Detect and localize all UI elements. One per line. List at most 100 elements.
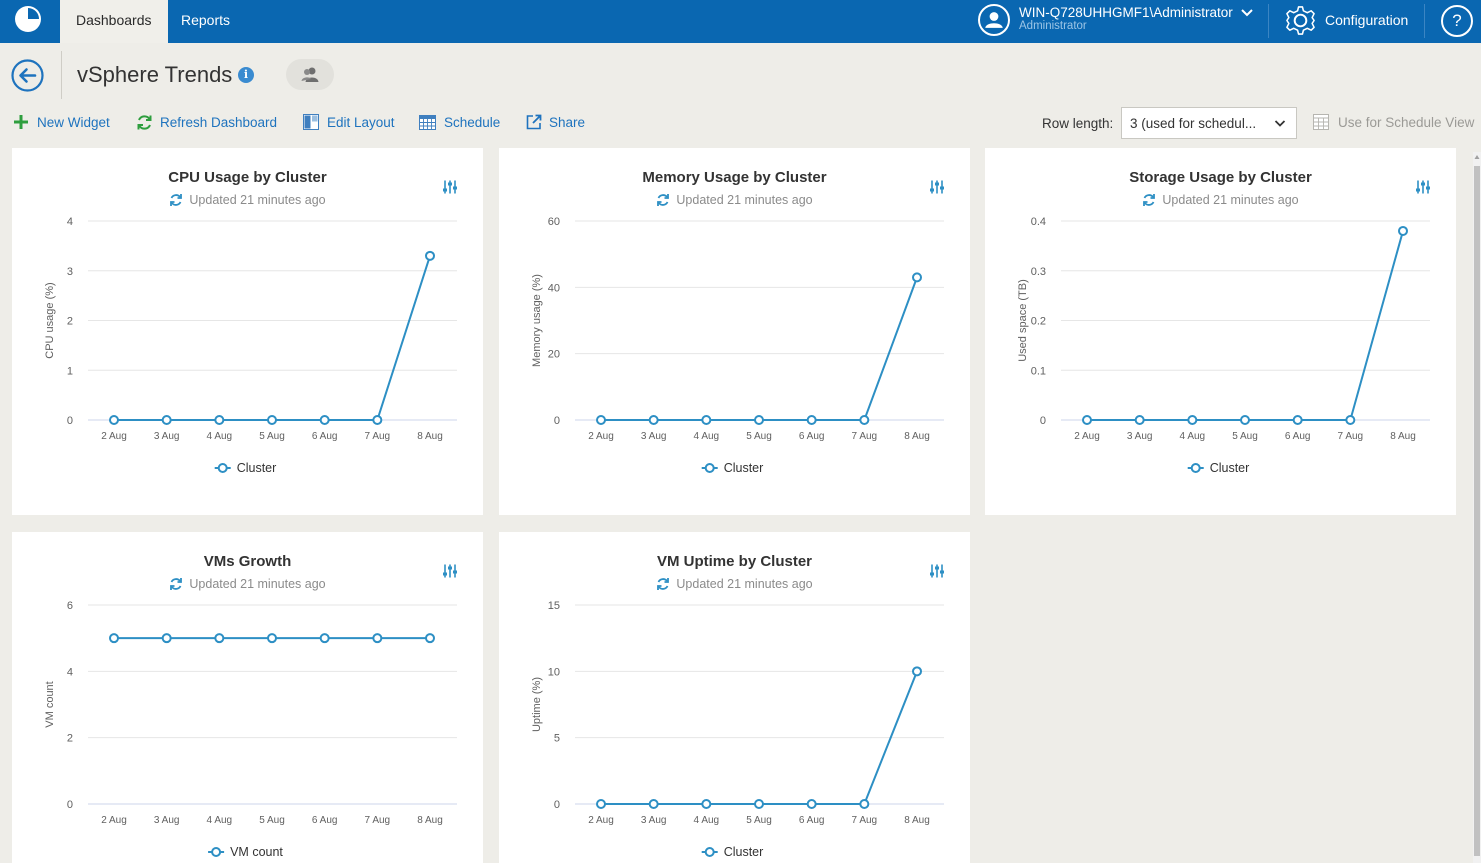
back-arrow-icon[interactable]: [11, 59, 44, 92]
legend-label: VM count: [230, 845, 283, 859]
row-length-select[interactable]: 3 (used for schedul...: [1121, 107, 1297, 139]
data-point[interactable]: [596, 799, 606, 809]
data-point[interactable]: [161, 633, 172, 644]
refresh-icon[interactable]: [1142, 193, 1156, 207]
legend-label: Cluster: [724, 845, 764, 859]
data-point[interactable]: [859, 415, 870, 425]
info-icon[interactable]: i: [238, 67, 254, 83]
x-tick-label: 6 Aug: [312, 431, 338, 442]
legend-marker: [211, 847, 222, 857]
data-point[interactable]: [701, 799, 712, 809]
x-tick-label: 5 Aug: [746, 431, 772, 442]
scrollbar[interactable]: [1473, 152, 1481, 863]
y-tick-label: 0: [554, 799, 560, 811]
widget-settings-icon[interactable]: [930, 564, 944, 578]
data-point[interactable]: [109, 415, 119, 425]
data-point[interactable]: [319, 633, 330, 644]
widget-title: Storage Usage by Cluster: [1129, 169, 1312, 186]
x-tick-label: 8 Aug: [904, 431, 930, 442]
plus-icon: [14, 115, 28, 129]
legend-marker: [1190, 463, 1201, 473]
data-point[interactable]: [1082, 415, 1092, 425]
updated-text: Updated 21 minutes ago: [189, 193, 326, 207]
legend-item[interactable]: Cluster: [214, 461, 277, 475]
refresh-icon: [137, 115, 152, 130]
widget-updated-status: Updated 21 minutes ago: [499, 577, 970, 591]
widget-memory-usage: Memory Usage by Cluster Updated 21 minute…: [499, 148, 970, 515]
widget-settings-icon[interactable]: [443, 564, 457, 578]
tab-reports[interactable]: Reports: [181, 12, 231, 28]
data-point[interactable]: [648, 415, 659, 425]
data-point[interactable]: [109, 633, 119, 644]
legend-item[interactable]: Cluster: [701, 845, 764, 859]
x-tick-label: 8 Aug: [1390, 431, 1416, 442]
refresh-icon[interactable]: [169, 577, 183, 591]
x-tick-label: 3 Aug: [154, 815, 180, 826]
data-point[interactable]: [859, 799, 870, 809]
y-tick-label: 6: [67, 600, 73, 612]
shared-users-button[interactable]: [286, 59, 334, 90]
legend-item[interactable]: VM count: [208, 845, 283, 859]
data-point[interactable]: [596, 415, 606, 425]
x-tick-label: 5 Aug: [259, 431, 285, 442]
data-point[interactable]: [1345, 415, 1356, 425]
data-point[interactable]: [214, 633, 225, 644]
refresh-icon[interactable]: [169, 193, 183, 207]
data-point[interactable]: [912, 272, 922, 283]
app-logo-icon[interactable]: [14, 5, 42, 33]
x-tick-label: 6 Aug: [799, 431, 825, 442]
data-point[interactable]: [214, 415, 225, 425]
data-point[interactable]: [1134, 415, 1145, 425]
data-point[interactable]: [806, 799, 817, 809]
legend-item[interactable]: Cluster: [1187, 461, 1250, 475]
x-tick-label: 2 Aug: [588, 431, 614, 442]
page-title: vSphere Trends: [77, 62, 233, 87]
tab-dashboards[interactable]: Dashboards: [60, 0, 168, 43]
widget-title: VMs Growth: [203, 553, 292, 570]
data-point[interactable]: [161, 415, 172, 425]
widget-settings-icon[interactable]: [930, 180, 944, 194]
refresh-icon[interactable]: [656, 193, 670, 207]
x-tick-label: 3 Aug: [154, 431, 180, 442]
data-point[interactable]: [1398, 225, 1408, 236]
y-axis-label: Uptime (%): [531, 677, 543, 732]
data-point[interactable]: [267, 415, 277, 425]
widget-settings-icon[interactable]: [1416, 180, 1430, 194]
data-point[interactable]: [372, 415, 383, 425]
y-tick-label: 1: [67, 365, 73, 377]
widget-cpu-usage: CPU Usage by Cluster Updated 21 minutes a…: [12, 148, 483, 515]
y-tick-label: 0.2: [1031, 316, 1046, 328]
data-point[interactable]: [267, 633, 277, 644]
data-point[interactable]: [1187, 415, 1198, 425]
updated-text: Updated 21 minutes ago: [676, 577, 813, 591]
legend-label: Cluster: [724, 461, 764, 475]
data-point[interactable]: [425, 633, 435, 644]
data-point[interactable]: [806, 415, 817, 425]
widget-vm-uptime: VM Uptime by Cluster Updated 21 minutes a…: [499, 532, 970, 863]
x-tick-label: 4 Aug: [207, 815, 233, 826]
data-point[interactable]: [319, 415, 330, 425]
data-point[interactable]: [425, 250, 435, 261]
data-point[interactable]: [372, 633, 383, 644]
topbar-divider: [1268, 4, 1269, 38]
widget-settings-icon[interactable]: [443, 180, 457, 194]
x-tick-label: 3 Aug: [641, 815, 667, 826]
help-button[interactable]: ?: [1441, 5, 1473, 37]
x-tick-label: 6 Aug: [312, 815, 338, 826]
legend-item[interactable]: Cluster: [701, 461, 764, 475]
refresh-icon[interactable]: [656, 577, 670, 591]
chevron-down-icon[interactable]: [1240, 6, 1254, 20]
schedule-view-icon: [1313, 114, 1329, 130]
data-point[interactable]: [701, 415, 712, 425]
data-point[interactable]: [1292, 415, 1303, 425]
data-point[interactable]: [912, 666, 922, 677]
line-chart: 0 2 4 6 2 Aug 3 Aug 4 Aug 5 Aug 6 Aug 7 Aug 8 Aug V…: [44, 600, 457, 859]
data-point[interactable]: [754, 415, 764, 425]
legend-label: Cluster: [237, 461, 277, 475]
data-point[interactable]: [648, 799, 659, 809]
x-tick-label: 2 Aug: [588, 815, 614, 826]
widget-updated-status: Updated 21 minutes ago: [12, 577, 483, 591]
data-point[interactable]: [754, 799, 764, 809]
updated-text: Updated 21 minutes ago: [676, 193, 813, 207]
data-point[interactable]: [1240, 415, 1250, 425]
